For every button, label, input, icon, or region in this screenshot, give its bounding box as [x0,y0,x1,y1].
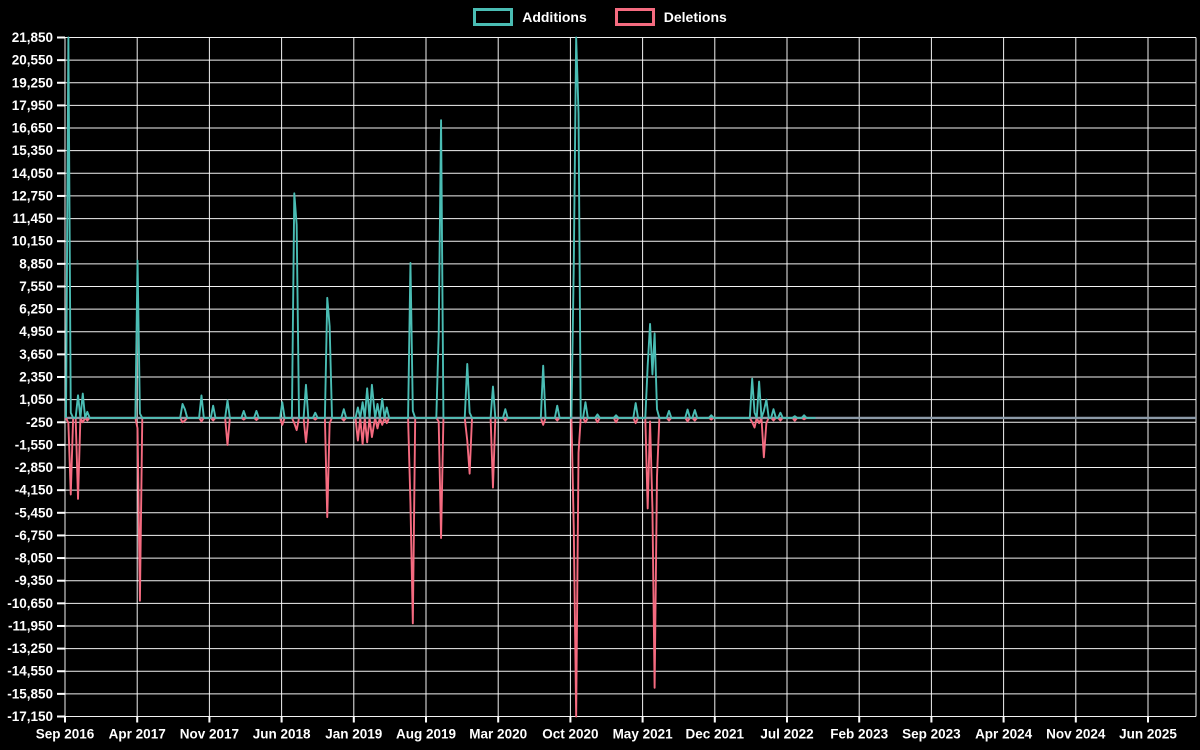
y-axis-tick-label: -6,750 [15,528,53,543]
legend-label-additions: Additions [522,9,587,25]
chart-legend: Additions Deletions [0,6,1200,28]
additions-series-line [65,36,816,419]
y-axis-tick-label: 6,250 [19,302,53,317]
x-axis-tick-label: Jun 2018 [253,727,311,742]
y-axis-tick-label: 14,050 [12,166,53,181]
grid-lines: 21,850 20,550 19,250 17,950 16,650 15,350 14,0… [7,30,1197,742]
x-axis-tick-label: Aug 2019 [396,727,456,742]
legend-item-deletions[interactable]: Deletions [614,8,727,26]
y-axis-tick-label: 8,850 [19,256,53,271]
y-axis-tick-label: 1,050 [19,392,53,407]
x-axis-tick-label: Oct 2020 [542,727,598,742]
y-axis-tick-label: 20,550 [12,53,53,68]
x-axis-tick-label: Jun 2025 [1119,727,1177,742]
y-axis-tick-label: 2,350 [19,370,53,385]
x-axis-tick-label: Sep 2023 [902,727,961,742]
y-axis-tick-label: 17,950 [12,98,53,113]
legend-label-deletions: Deletions [663,9,727,25]
additions-swatch-icon [473,8,514,26]
x-axis-tick-label: Apr 2017 [109,727,166,742]
y-axis-tick-label: -4,150 [15,483,53,498]
x-axis-tick-label: May 2021 [613,727,674,742]
y-axis-tick-label: 15,350 [12,143,53,158]
y-axis-tick-label: 10,150 [12,234,53,249]
x-axis-tick-label: Mar 2020 [469,727,527,742]
y-axis-tick-label: -250 [26,415,53,430]
y-axis-tick-label: -5,450 [15,505,53,520]
y-axis-tick-label: 21,850 [12,30,53,45]
y-axis-tick-label: -11,950 [8,618,53,633]
x-axis-tick-label: Dec 2021 [686,727,745,742]
deletions-swatch-icon [614,8,655,26]
y-axis-tick-label: 19,250 [12,75,53,90]
y-axis-tick-label: 7,550 [19,279,53,294]
y-axis-tick-label: -8,050 [15,551,53,566]
y-axis-tick-label: -1,550 [15,437,53,452]
y-axis-tick-label: 12,750 [12,188,53,203]
y-axis-tick-label: 16,650 [12,121,53,136]
x-axis-tick-label: Apr 2024 [975,727,1033,742]
y-axis-tick-label: -2,850 [15,460,53,475]
x-axis-tick-label: Jan 2019 [325,727,382,742]
y-axis-tick-label: 4,950 [19,324,53,339]
y-axis-tick-label: 11,450 [12,211,53,226]
legend-item-additions[interactable]: Additions [473,8,587,26]
x-axis-tick-label: Sep 2016 [36,727,95,742]
x-axis-tick-label: Feb 2023 [830,727,888,742]
y-axis-tick-label: -13,250 [7,641,53,656]
y-axis-tick-label: -9,350 [15,573,53,588]
y-axis-tick-label: -15,850 [7,686,53,701]
x-axis-tick-label: Jul 2022 [760,727,813,742]
y-axis-tick-label: -10,650 [7,596,53,611]
y-axis-tick-label: -14,550 [7,664,53,679]
x-axis-tick-label: Nov 2017 [180,727,239,742]
y-axis-tick-label: -17,150 [7,709,53,724]
y-axis-tick-label: 3,650 [19,347,53,362]
x-axis-tick-label: Nov 2024 [1046,727,1106,742]
